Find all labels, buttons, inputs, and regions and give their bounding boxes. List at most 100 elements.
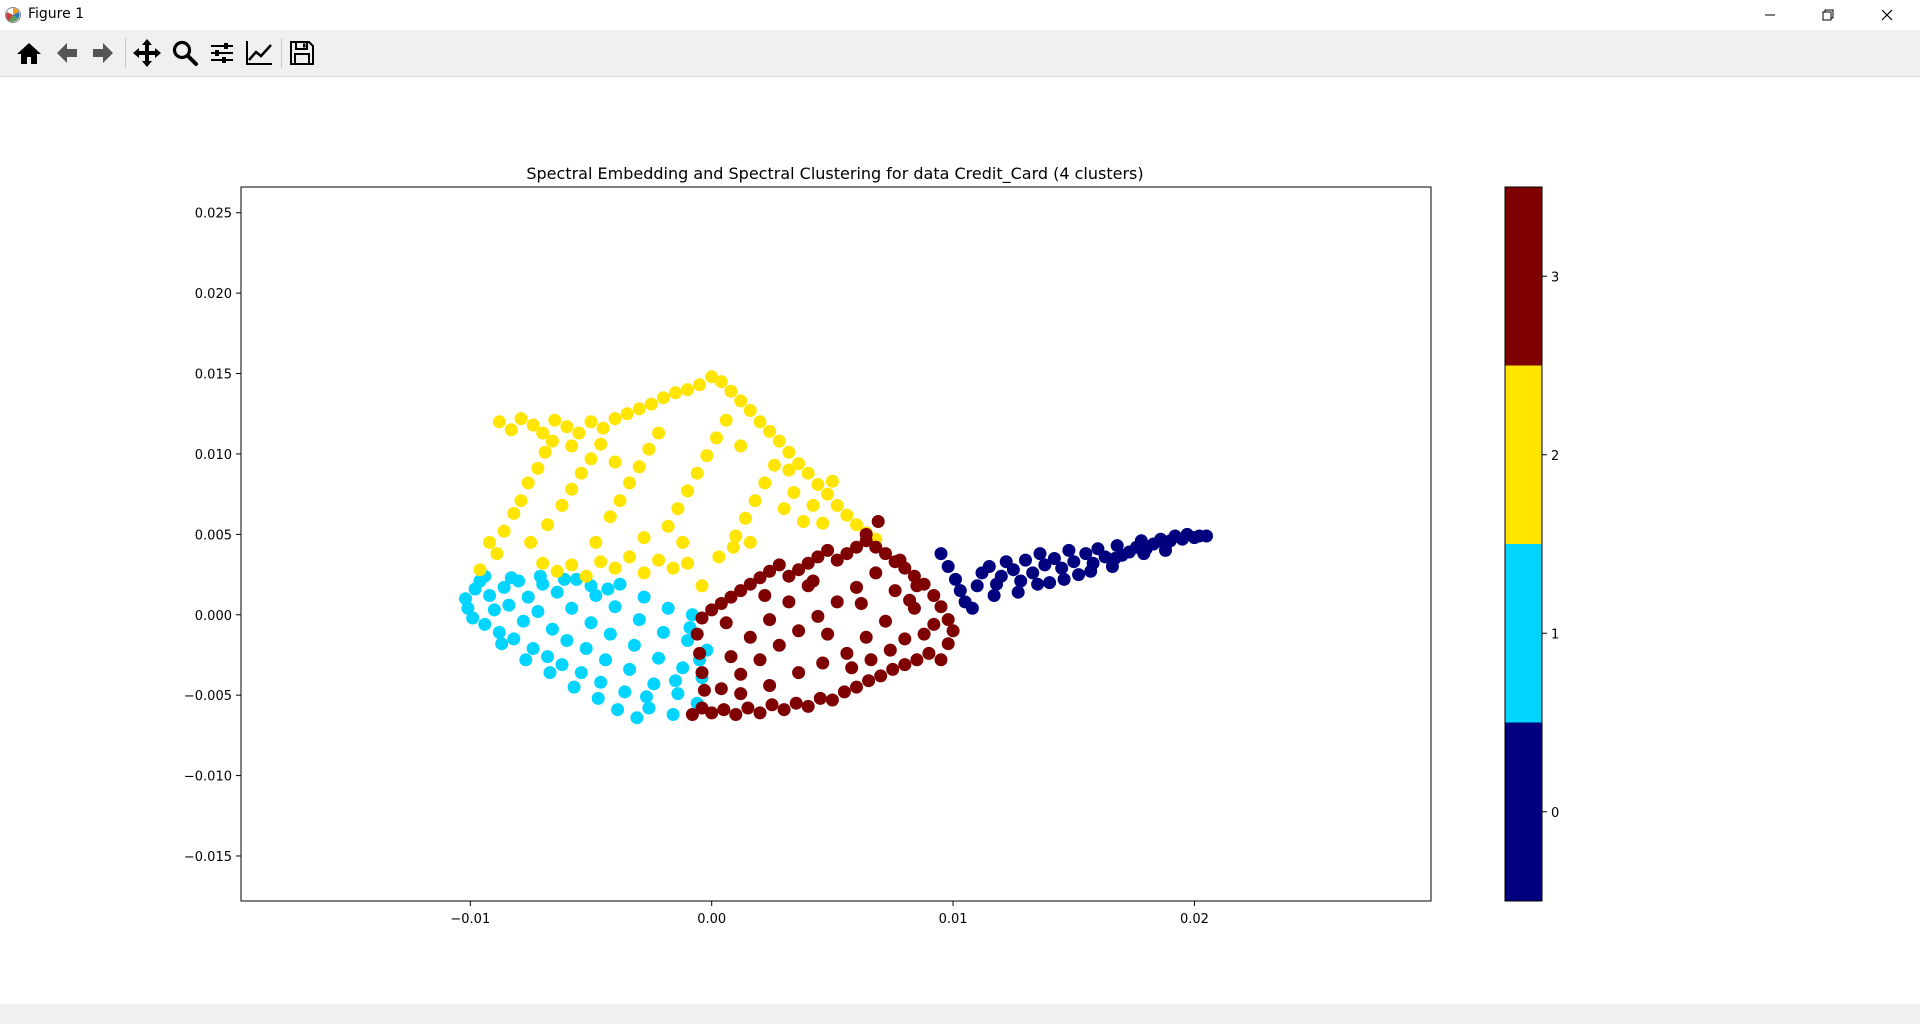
zoom-button[interactable] <box>168 36 202 70</box>
scatter-point <box>1108 552 1122 565</box>
pan-button[interactable] <box>130 36 164 70</box>
scatter-point <box>574 666 588 680</box>
configure-subplots-button[interactable] <box>205 36 239 70</box>
scatter-point <box>830 553 844 567</box>
scatter-point <box>632 613 646 627</box>
scatter-point <box>734 584 748 598</box>
colorbar-tick-label: 1 <box>1551 627 1559 642</box>
scatter-point <box>466 611 480 625</box>
toolbar-separator <box>281 38 282 68</box>
minimize-button[interactable] <box>1741 0 1799 30</box>
scatter-point <box>922 646 936 660</box>
colorbar-tick-label: 2 <box>1551 449 1559 464</box>
scatter-point <box>637 590 651 604</box>
chart-title: Spectral Embedding and Spectral Clusteri… <box>526 164 1143 184</box>
edit-axis-button[interactable] <box>242 36 276 70</box>
scatter-point <box>584 452 598 466</box>
scatter-point <box>681 634 695 647</box>
scatter-point <box>811 609 825 623</box>
scatter-point <box>789 696 803 710</box>
scatter-point <box>859 527 873 541</box>
home-button[interactable] <box>12 36 46 70</box>
restore-button[interactable] <box>1799 0 1857 30</box>
scatter-point <box>647 677 661 691</box>
scatter-point <box>753 706 767 720</box>
scatter-point <box>676 661 690 675</box>
scatter-point <box>567 680 581 694</box>
status-bar <box>0 1004 1920 1024</box>
scatter-point <box>584 616 598 630</box>
scatter-point <box>591 691 605 705</box>
scatter-point <box>637 531 651 545</box>
scatter-point <box>487 603 501 617</box>
scatter-point <box>1019 553 1032 567</box>
scatter-point <box>753 415 767 429</box>
scatter-point <box>632 460 646 474</box>
back-arrow-icon <box>57 43 77 63</box>
scatter-point <box>753 653 767 667</box>
scatter-point <box>555 658 569 672</box>
scatter-point <box>579 642 593 655</box>
back-button[interactable] <box>50 36 84 70</box>
close-button[interactable] <box>1858 0 1916 30</box>
y-axis-ticks: −0.015 −0.010 −0.005 0.000 0.005 0.010 0.015 0.… <box>184 207 241 865</box>
scatter-point <box>801 466 815 480</box>
figure-canvas[interactable]: −0.01 0.00 0.01 0.02 −0.015 −0.010 −0.005 0.00… <box>0 77 1920 1004</box>
scatter-point <box>763 679 777 692</box>
scatter-point <box>782 445 796 459</box>
scatter-point <box>1079 547 1093 561</box>
scatter-point <box>758 476 772 490</box>
y-tick-label: −0.005 <box>184 689 232 704</box>
scatter-point <box>594 675 608 689</box>
scatter-point <box>495 637 509 651</box>
scatter-point <box>801 556 815 570</box>
scatter-point <box>690 466 704 480</box>
scatter-point <box>589 535 603 549</box>
scatter-point <box>927 589 941 602</box>
scatter-point <box>758 589 772 602</box>
scatter-point <box>816 656 830 670</box>
scatter-point <box>719 616 733 630</box>
scatter-point <box>782 463 796 477</box>
x-tick-label: 0.01 <box>939 912 968 927</box>
scatter-point <box>898 632 912 646</box>
scatter-point <box>782 595 796 609</box>
scatter-point <box>1014 574 1028 588</box>
scatter-point <box>681 484 695 498</box>
scatter-point <box>719 413 733 427</box>
forward-button[interactable] <box>86 36 120 70</box>
scatter-point <box>782 569 796 583</box>
scatter-point <box>705 370 719 384</box>
scatter-point <box>461 601 475 615</box>
scatter-point <box>504 571 518 585</box>
scatter-point <box>777 502 791 516</box>
scatter-point <box>695 579 709 593</box>
scatter-point <box>1067 555 1081 569</box>
scatter-point <box>565 601 579 615</box>
scatter-point <box>734 687 748 701</box>
scatter-point <box>811 550 825 564</box>
scatter-point <box>801 699 815 713</box>
scatter-point <box>666 561 680 575</box>
scatter-point <box>1043 576 1057 590</box>
scatter-point <box>821 627 835 641</box>
scatter-point <box>661 601 675 615</box>
scatter-point <box>1057 572 1071 586</box>
scatter-point <box>830 595 844 609</box>
scatter-point <box>869 566 883 580</box>
y-tick-label: −0.015 <box>184 850 232 865</box>
scatter-point <box>536 556 550 570</box>
scatter-point <box>700 449 714 463</box>
scatter-point <box>1011 585 1025 599</box>
scatter-point <box>893 553 907 567</box>
scatter-point <box>837 685 851 699</box>
scatter-point <box>946 624 960 638</box>
scatter-point <box>917 627 931 641</box>
scatter-point <box>574 466 588 480</box>
scatter-point <box>690 627 704 641</box>
scatter-point <box>652 426 666 440</box>
save-button[interactable] <box>285 36 319 70</box>
scatter-point <box>613 494 627 508</box>
scatter-point <box>772 558 786 572</box>
scatter-point <box>608 412 622 426</box>
